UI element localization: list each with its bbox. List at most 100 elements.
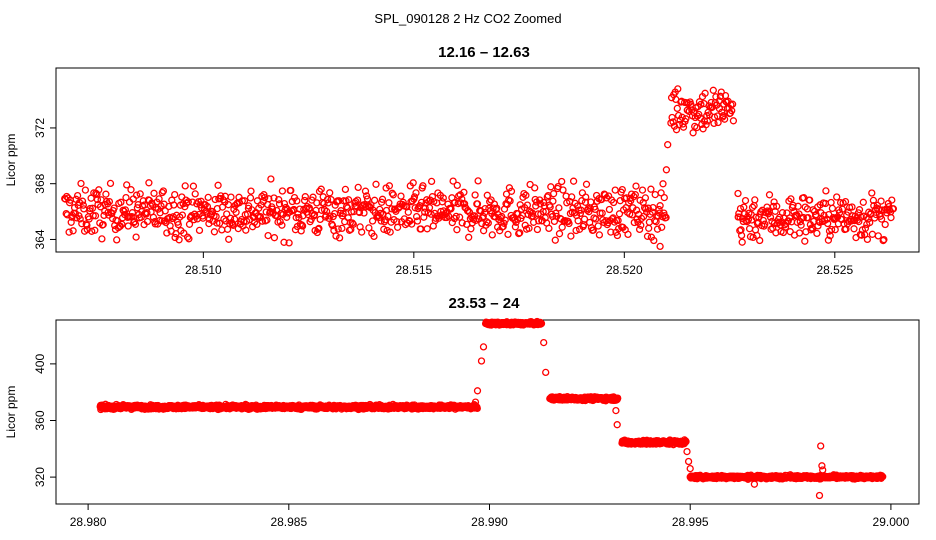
data-point	[582, 193, 590, 201]
data-point	[484, 219, 492, 227]
data-point	[558, 223, 566, 231]
data-point	[831, 226, 839, 234]
data-point	[555, 230, 564, 238]
data-point	[799, 213, 807, 222]
data-point	[814, 222, 822, 230]
data-point	[855, 206, 864, 214]
data-point	[460, 188, 468, 196]
data-point	[223, 210, 231, 218]
data-point	[428, 193, 437, 201]
data-point	[215, 219, 224, 227]
data-point	[797, 221, 805, 229]
data-point	[877, 215, 886, 223]
data-point	[522, 191, 530, 199]
data-point	[117, 198, 125, 206]
data-point	[540, 338, 548, 347]
data-point	[285, 239, 293, 247]
data-point	[315, 224, 323, 233]
data-point	[270, 234, 279, 242]
data-point	[425, 204, 434, 212]
data-point	[189, 182, 198, 190]
data-point	[171, 190, 179, 199]
data-point	[76, 215, 84, 223]
data-point	[389, 191, 397, 199]
data-point	[106, 179, 115, 188]
data-point	[662, 213, 670, 222]
data-point	[227, 193, 235, 201]
data-point	[270, 194, 278, 202]
data-point	[576, 209, 585, 218]
data-point	[582, 180, 591, 188]
data-point	[523, 201, 532, 209]
data-point	[310, 210, 319, 219]
panel-top-plot-area	[55, 67, 920, 253]
data-point	[500, 219, 508, 227]
data-point	[385, 182, 394, 190]
data-point	[155, 195, 163, 203]
panel-top-x-axis: 28.510 28.515 28.520 28.525	[185, 252, 853, 277]
data-point	[150, 189, 158, 197]
data-point	[804, 214, 812, 222]
data-point	[707, 98, 715, 107]
data-point	[624, 230, 632, 239]
data-point	[275, 196, 283, 204]
data-point	[225, 235, 233, 243]
data-point	[748, 203, 757, 211]
data-point	[213, 219, 221, 227]
data-point	[358, 228, 366, 236]
data-point	[288, 197, 296, 206]
data-point	[95, 186, 103, 194]
data-point	[132, 233, 140, 241]
data-point	[242, 226, 250, 234]
data-point	[263, 216, 271, 224]
data-point	[170, 201, 178, 209]
data-point	[246, 194, 255, 202]
data-point	[318, 206, 326, 214]
panel-bottom-x-tick-label: 29.000	[873, 515, 910, 529]
data-point	[377, 217, 385, 225]
data-point	[738, 238, 746, 246]
data-point	[887, 213, 895, 222]
data-point	[98, 235, 106, 243]
data-point	[808, 224, 816, 232]
data-point	[719, 111, 727, 120]
data-point	[750, 480, 759, 488]
data-point	[558, 177, 566, 186]
data-point	[355, 208, 364, 217]
data-point	[609, 198, 618, 207]
data-point	[210, 228, 219, 236]
data-point	[83, 225, 91, 234]
data-point	[618, 185, 626, 194]
data-point	[889, 205, 898, 213]
data-point	[211, 195, 219, 204]
data-point	[69, 227, 77, 235]
data-point	[178, 211, 187, 219]
data-point	[267, 175, 275, 183]
data-point	[339, 209, 347, 218]
data-point	[673, 104, 681, 113]
data-point	[343, 204, 352, 212]
data-point	[409, 179, 417, 187]
data-point	[408, 220, 416, 228]
data-point	[598, 209, 606, 217]
data-point	[801, 237, 809, 245]
data-point	[605, 205, 614, 214]
data-point	[717, 88, 725, 96]
data-point	[204, 193, 212, 202]
data-point	[230, 215, 239, 223]
data-point	[718, 108, 726, 116]
data-point	[806, 196, 814, 204]
data-point	[483, 218, 491, 226]
data-point	[674, 111, 683, 120]
data-point	[121, 206, 130, 214]
data-point	[614, 216, 622, 225]
data-point	[766, 213, 775, 221]
data-point	[737, 231, 746, 240]
data-point	[64, 194, 72, 202]
data-point	[565, 219, 573, 228]
data-point	[815, 491, 824, 500]
data-point	[238, 197, 246, 205]
data-point	[594, 222, 602, 230]
panel-top-x-tick-label: 28.520	[606, 263, 643, 277]
data-point	[542, 368, 550, 377]
